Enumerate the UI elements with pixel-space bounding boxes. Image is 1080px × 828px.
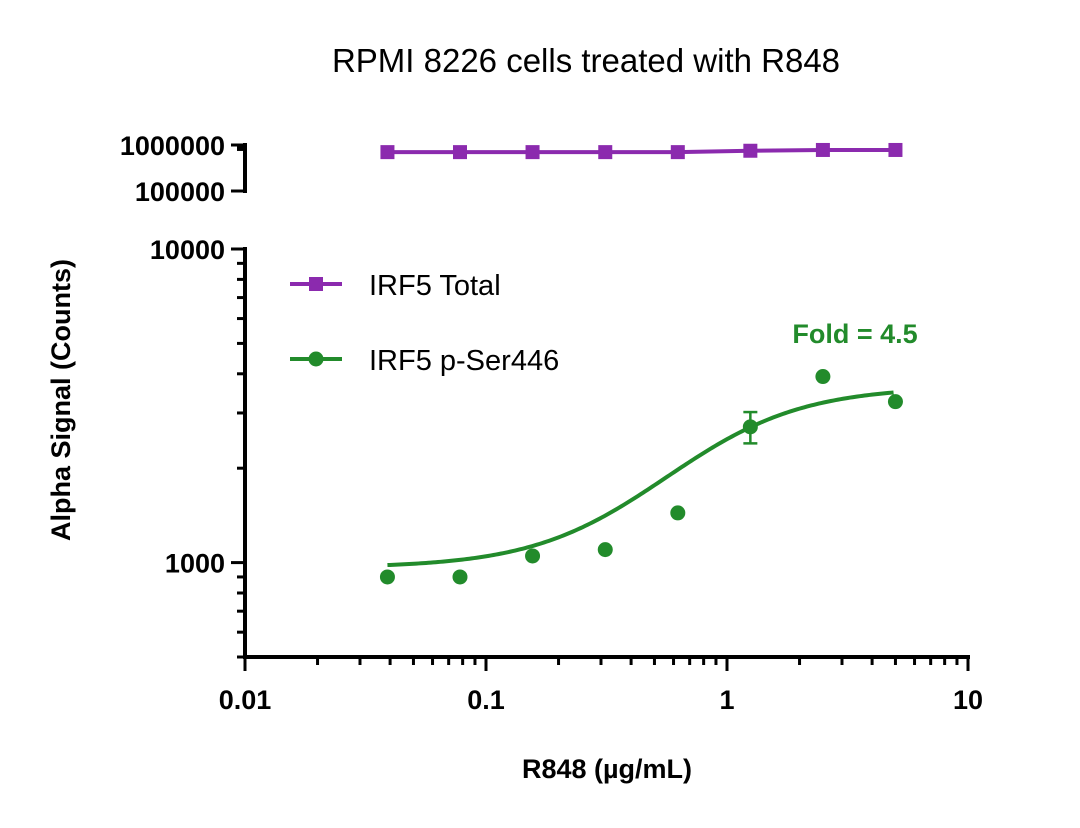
irf5-pser446-point bbox=[815, 369, 831, 385]
x-tick-label: 0.1 bbox=[467, 685, 505, 715]
irf5-pser446-point bbox=[379, 569, 395, 585]
irf5-pser446-point bbox=[887, 394, 903, 410]
irf5-total-point bbox=[815, 142, 830, 157]
x-tick-label: 10 bbox=[953, 685, 983, 715]
x-axis-label: R848 (µg/mL) bbox=[522, 754, 692, 784]
y-tick-label: 1000000 bbox=[120, 131, 225, 161]
irf5-pser446-point bbox=[742, 419, 758, 435]
y-tick-label: 100000 bbox=[135, 177, 225, 207]
legend-marker-irf5-total bbox=[309, 277, 323, 291]
irf5-pser446-point bbox=[525, 548, 541, 564]
irf5-total-point bbox=[670, 145, 685, 160]
irf5-pser446-point bbox=[670, 505, 686, 521]
irf5-total-point bbox=[452, 145, 467, 160]
irf5-pser446-fit-curve bbox=[387, 390, 894, 568]
irf5-pser446-point bbox=[597, 542, 613, 558]
chart-title: RPMI 8226 cells treated with R848 bbox=[332, 42, 840, 79]
irf5-pser446-point bbox=[452, 569, 468, 585]
x-tick-label: 0.01 bbox=[219, 685, 272, 715]
legend-marker-irf5-pser446 bbox=[308, 351, 324, 367]
y-axis-label: Alpha Signal (Counts) bbox=[46, 259, 76, 541]
axes: 0.01 0.1 1 10 1000 10000 100000 1000000 bbox=[120, 131, 983, 715]
irf5-total-point bbox=[598, 145, 613, 160]
y-tick-label: 1000 bbox=[165, 549, 225, 579]
irf5-total-point bbox=[743, 143, 758, 158]
legend-label-irf5-total: IRF5 Total bbox=[369, 270, 501, 302]
irf5-total-point bbox=[525, 145, 540, 160]
fold-annotation: Fold = 4.5 bbox=[792, 319, 917, 349]
marks bbox=[379, 142, 903, 585]
legend: IRF5 Total IRF5 p-Ser446 bbox=[290, 270, 559, 377]
irf5-total-point bbox=[888, 142, 903, 157]
legend-label-irf5-pser446: IRF5 p-Ser446 bbox=[369, 345, 559, 377]
y-tick-label: 10000 bbox=[150, 235, 225, 265]
irf5-total-point bbox=[380, 145, 395, 160]
irf5-total-line bbox=[387, 147, 896, 155]
x-tick-label: 1 bbox=[719, 685, 734, 715]
